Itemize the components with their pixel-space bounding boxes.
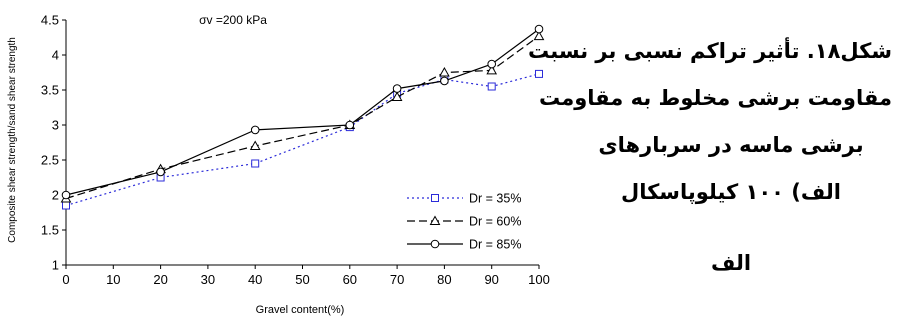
x-tick-label: 70 bbox=[390, 272, 404, 287]
data-point-triangle bbox=[533, 30, 545, 41]
data-point-circle bbox=[345, 120, 355, 130]
x-tick-label: 0 bbox=[62, 272, 69, 287]
data-point-circle bbox=[156, 167, 165, 177]
caption-line-2: مقاومت برشی مخلوط به مقاومت bbox=[539, 86, 892, 110]
caption-line-4: الف) ۱۰۰ کیلوپاسکال bbox=[620, 180, 842, 204]
legend-label-1: Dr = 35% bbox=[469, 192, 521, 206]
y-tick-label: 2 bbox=[52, 188, 59, 203]
caption-line-1: شکل۱۸. تأثیر تراکم نسبی بر نسبت bbox=[528, 39, 892, 63]
y-tick-label: 4 bbox=[52, 48, 59, 63]
x-tick-label: 10 bbox=[106, 272, 120, 287]
y-tick-label: 1 bbox=[52, 258, 59, 273]
figure-caption: شکل۱۸. تأثیر تراکم نسبی بر نسبت مقاومت ب… bbox=[528, 28, 892, 287]
y-tick-label: 2.5 bbox=[41, 153, 59, 168]
data-point-circle bbox=[440, 76, 449, 86]
data-point-circle bbox=[487, 59, 497, 69]
series-line-1 bbox=[65, 73, 540, 207]
y-tick-label: 3.5 bbox=[41, 83, 59, 98]
y-tick-label: 4.5 bbox=[41, 13, 59, 28]
data-point-square bbox=[535, 69, 543, 78]
legend-marker-circle bbox=[430, 239, 440, 249]
y-tick-label: 1.5 bbox=[41, 223, 59, 238]
data-point-triangle bbox=[391, 91, 403, 101]
y-axis-label: Composite shear strength/sand shear stre… bbox=[7, 37, 18, 243]
legend-label-2: Dr = 60% bbox=[469, 215, 521, 229]
caption-line-3: برشی ماسه در سربارهای bbox=[598, 133, 864, 157]
data-point-circle bbox=[61, 190, 71, 200]
x-tick-label: 60 bbox=[343, 272, 357, 287]
legend-label-3: Dr = 85% bbox=[469, 238, 521, 252]
data-point-circle bbox=[534, 24, 544, 34]
x-tick-label: 50 bbox=[295, 272, 309, 287]
legend-marker-triangle bbox=[429, 215, 441, 225]
line-chart: 0 10 20 30 40 50 60 70 80 90 100 1 1.5 2 2.5 3 3.5 4 4.5 Dr… bbox=[7, 13, 550, 317]
data-point-square bbox=[251, 159, 260, 168]
x-tick-label: 90 bbox=[484, 272, 498, 287]
chart-annotation: σv =200 kPa bbox=[199, 13, 267, 27]
data-point-triangle bbox=[439, 66, 450, 77]
data-point-square bbox=[487, 82, 496, 91]
series-line-3 bbox=[65, 28, 540, 196]
data-point-triangle bbox=[486, 64, 498, 75]
series-line-2 bbox=[65, 35, 540, 200]
caption-line-5: الف bbox=[710, 251, 752, 275]
data-point-square bbox=[62, 201, 70, 210]
x-tick-label: 30 bbox=[201, 272, 215, 287]
data-point-circle bbox=[250, 125, 260, 135]
x-axis-label: Gravel content(%) bbox=[256, 304, 345, 316]
data-point-triangle bbox=[249, 140, 261, 150]
x-tick-label: 80 bbox=[437, 272, 451, 287]
data-point-circle bbox=[392, 84, 402, 93]
x-tick-label: 20 bbox=[153, 272, 167, 287]
x-tick-label: 100 bbox=[528, 272, 550, 287]
legend-marker-square bbox=[431, 194, 439, 202]
y-tick-label: 3 bbox=[52, 118, 59, 133]
x-tick-label: 40 bbox=[248, 272, 262, 287]
